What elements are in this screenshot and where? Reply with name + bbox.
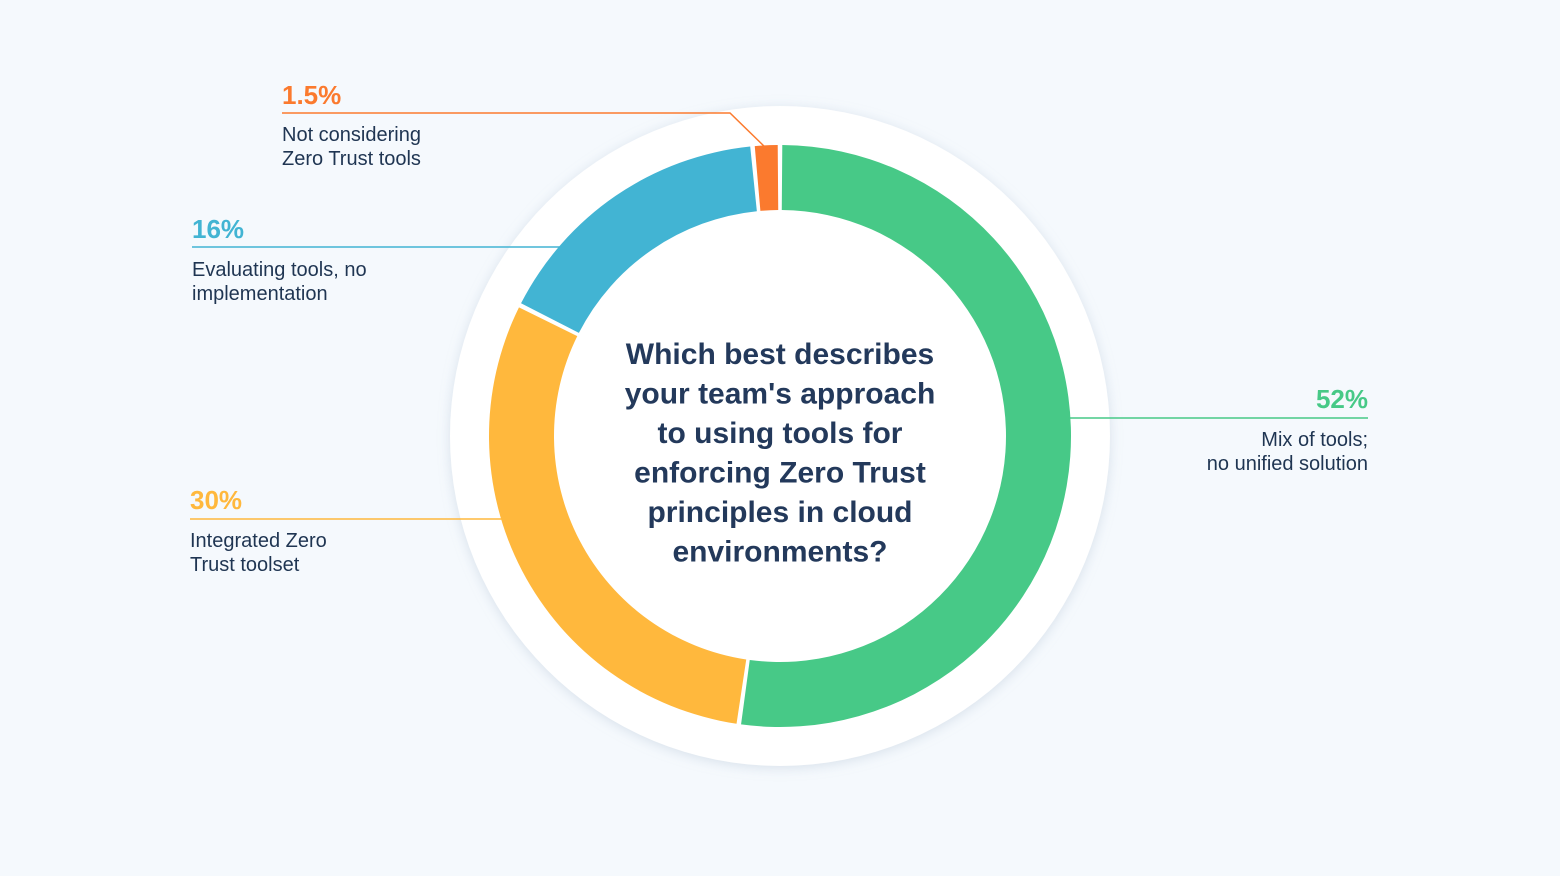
chart-title-line-2: to using tools for xyxy=(658,417,903,450)
donut-slices xyxy=(489,145,1071,727)
chart-title-line-4: principles in cloud xyxy=(647,496,912,529)
slice-category-label-3-1: Zero Trust tools xyxy=(282,148,421,170)
slice-category-label-2-1: implementation xyxy=(192,283,328,305)
chart-title-line-1: your team's approach xyxy=(625,378,936,411)
chart-title-line-5: environments? xyxy=(672,536,887,569)
slice-value-label-2: 16% xyxy=(192,214,244,244)
chart-title-line-0: Which best describes xyxy=(626,338,934,371)
slice-2 xyxy=(521,146,757,333)
slice-value-label-1: 30% xyxy=(190,485,242,515)
slice-labels: 52% Mix of tools;no unified solution 30% In… xyxy=(190,80,1368,576)
slice-value-label-3: 1.5% xyxy=(282,80,341,110)
slice-category-label-1-1: Trust toolset xyxy=(190,554,300,576)
slice-3 xyxy=(754,145,779,211)
slice-category-label-0-0: Mix of tools; xyxy=(1261,429,1368,451)
slice-1 xyxy=(489,307,747,724)
slice-category-label-3-0: Not considering xyxy=(282,124,421,146)
slice-category-label-2-0: Evaluating tools, no xyxy=(192,259,367,281)
leader-line-3 xyxy=(282,112,769,151)
chart-title: Which best describes your team's approach… xyxy=(625,338,936,569)
slice-value-label-0: 52% xyxy=(1316,384,1368,414)
slice-category-label-0-1: no unified solution xyxy=(1207,453,1368,475)
slice-category-label-1-0: Integrated Zero xyxy=(190,530,327,552)
label-leader-lines xyxy=(190,112,1368,520)
slice-0 xyxy=(741,145,1071,727)
chart-title-line-3: enforcing Zero Trust xyxy=(634,457,926,490)
